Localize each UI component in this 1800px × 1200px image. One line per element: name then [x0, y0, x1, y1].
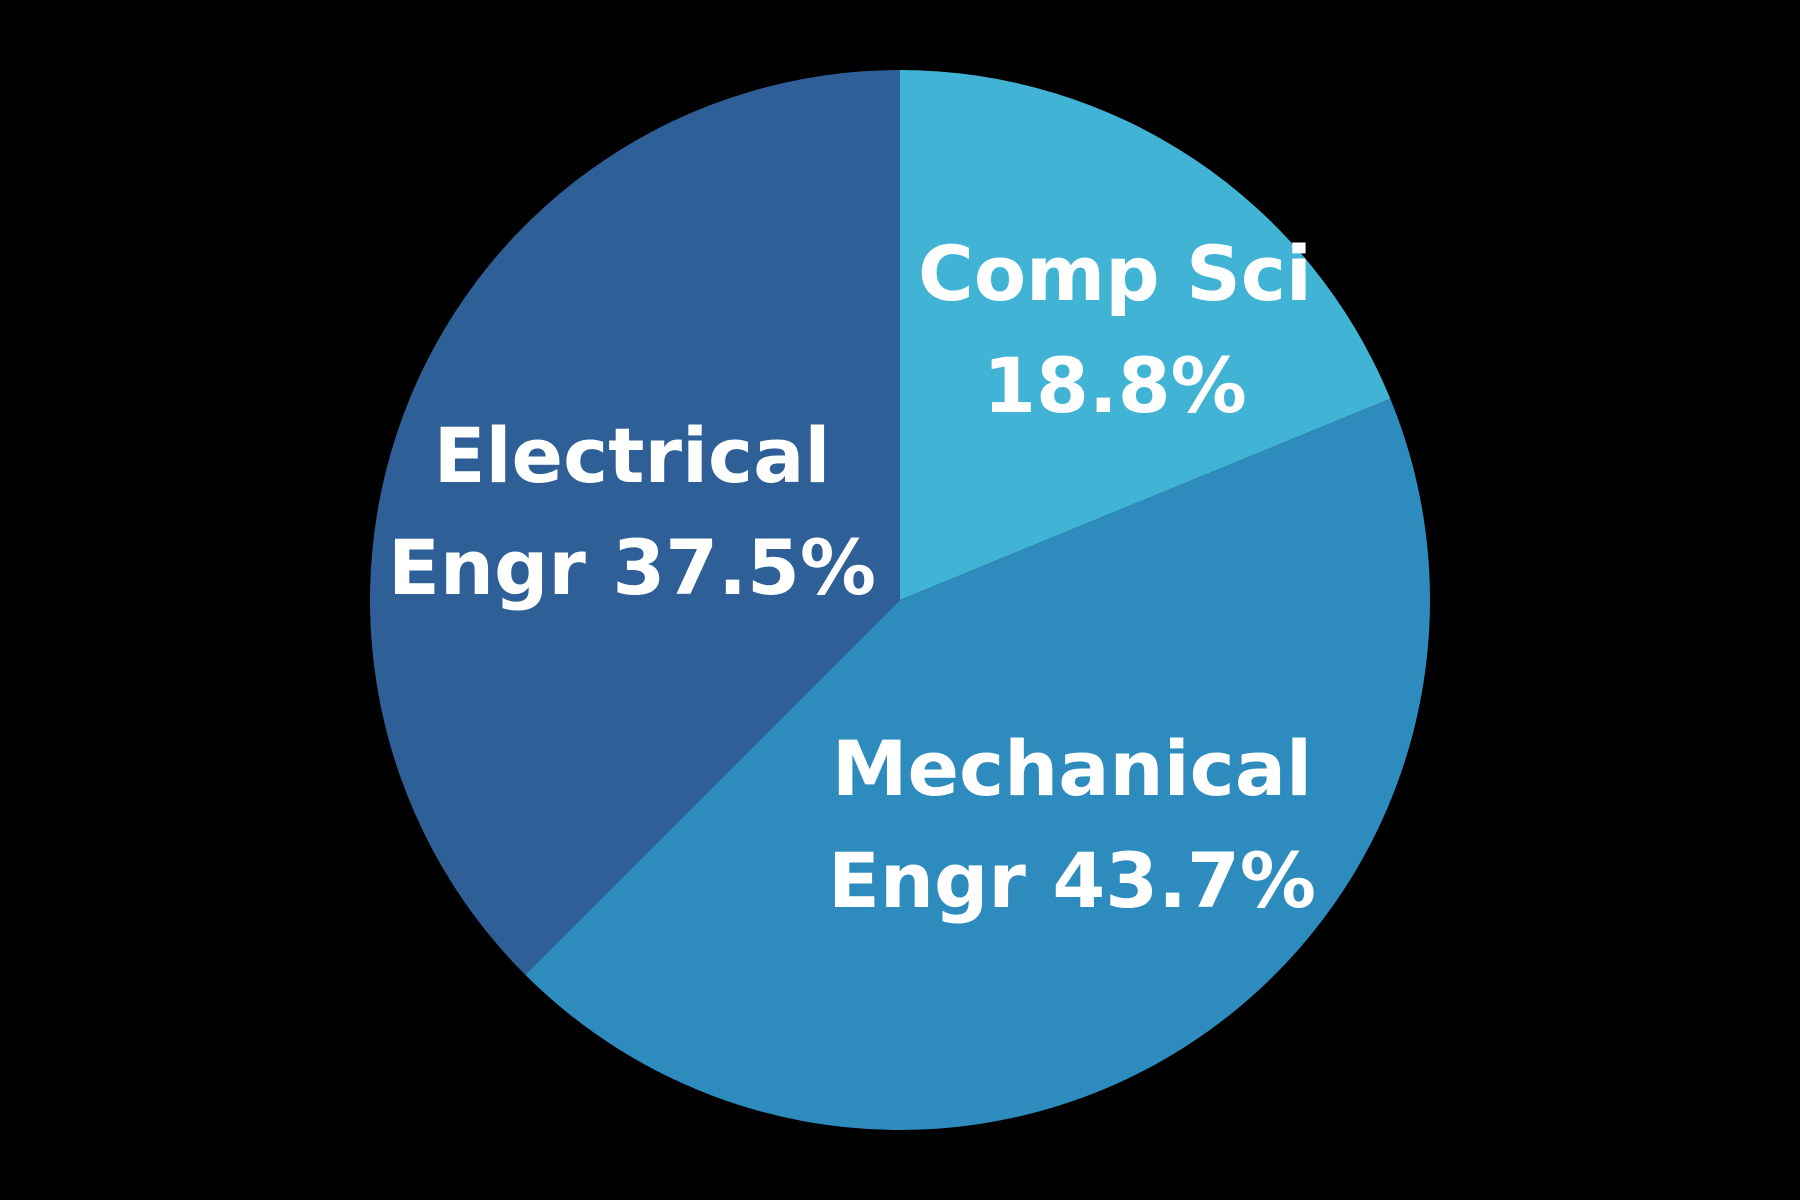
pie-slices: [369, 70, 1430, 1131]
slice-label-mechanical-engr: Mechanical Engr 43.7%: [828, 724, 1316, 925]
pie-slice-comp-sci: [900, 70, 1391, 600]
slice-label-line: Comp Sci: [918, 229, 1312, 318]
pie-slice-mechanical-engr: [525, 398, 1430, 1131]
slice-label-line: Engr 43.7%: [828, 836, 1316, 925]
slice-label-electrical-engr: Electrical Engr 37.5%: [388, 411, 876, 612]
pie-slice-electrical-engr: [369, 70, 900, 975]
slice-label-line: Engr 37.5%: [388, 523, 876, 612]
slice-label-line: 18.8%: [983, 341, 1247, 430]
slice-label-line: Mechanical: [832, 724, 1312, 813]
slice-label-comp-sci: Comp Sci 18.8%: [918, 229, 1312, 430]
slice-label-line: Electrical: [434, 411, 831, 500]
slice-labels: Comp Sci 18.8% Mechanical Engr 43.7% Electri…: [388, 229, 1316, 925]
